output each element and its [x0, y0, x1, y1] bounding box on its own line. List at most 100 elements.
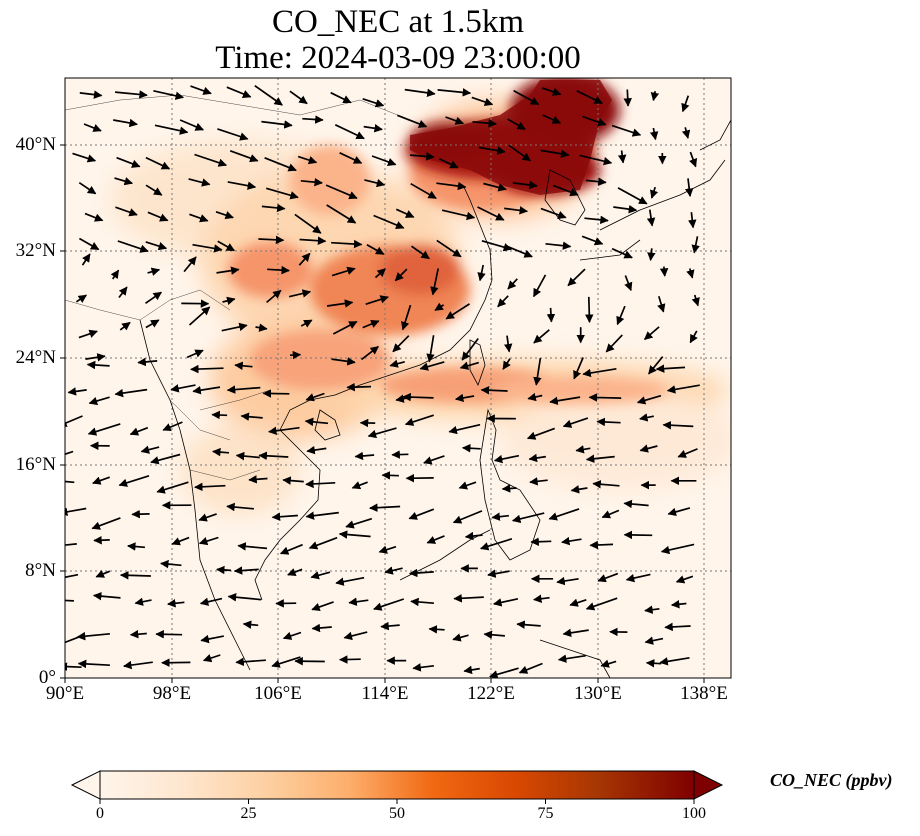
- wind-arrow: [511, 512, 545, 524]
- lon-tick-label: 130°E: [574, 683, 622, 704]
- wind-arrow: [65, 450, 74, 456]
- wind-arrow: [188, 178, 211, 187]
- wind-arrow: [242, 620, 259, 629]
- wind-arrow: [65, 480, 75, 484]
- wind-arrow: [261, 203, 286, 213]
- lon-tick-label: 98°E: [152, 683, 192, 704]
- wind-arrow: [155, 630, 183, 639]
- colorbar-label: CO_NEC (ppbv): [770, 770, 893, 790]
- wind-arrow: [119, 571, 151, 580]
- wind-arrow: [78, 237, 100, 251]
- wind-arrow: [339, 152, 363, 164]
- wind-arrow: [540, 207, 567, 219]
- wind-arrow: [483, 182, 507, 192]
- wind-arrow: [300, 177, 323, 187]
- wind-arrow: [394, 268, 408, 282]
- wind-arrow: [255, 323, 268, 332]
- wind-arrow: [601, 509, 620, 519]
- wind-arrow: [508, 144, 531, 162]
- lon-tick-label: 114°E: [361, 683, 409, 704]
- colorbar-tick-label: 100: [682, 805, 706, 822]
- wind-arrow: [401, 304, 412, 331]
- wind-arrow: [542, 114, 562, 124]
- wind-arrow: [437, 88, 472, 97]
- wind-arrow: [289, 350, 302, 360]
- wind-arrow: [472, 118, 497, 128]
- wind-arrow: [229, 150, 259, 163]
- wind-arrow: [364, 178, 386, 188]
- wind-arrow: [532, 274, 547, 298]
- wind-arrow: [261, 120, 293, 129]
- wind-arrow: [140, 445, 160, 454]
- wind-arrow: [570, 485, 588, 494]
- wind-arrow: [552, 184, 579, 197]
- wind-arrow: [147, 267, 161, 276]
- wind-arrow: [367, 427, 397, 439]
- wind-arrow: [188, 306, 211, 326]
- wind-arrow: [145, 319, 160, 329]
- wind-arrow: [533, 357, 542, 386]
- wind-arrow: [597, 572, 619, 583]
- colorbar-high-extension: [693, 770, 724, 800]
- wind-vectors: [65, 85, 700, 678]
- wind-arrow: [264, 157, 297, 172]
- wind-arrow: [686, 268, 695, 279]
- wind-arrow: [365, 295, 389, 306]
- wind-arrow: [655, 364, 686, 373]
- wind-arrow: [480, 385, 508, 395]
- wind-arrow: [657, 296, 666, 313]
- lat-tick-label: 32°N: [15, 240, 56, 261]
- lat-tick-label: 40°N: [15, 134, 56, 155]
- colorbar-gradient: [99, 770, 695, 800]
- wind-arrow: [471, 96, 494, 107]
- wind-arrow: [576, 90, 603, 105]
- wind-arrow: [529, 477, 548, 486]
- wind-arrow: [573, 357, 584, 380]
- wind-arrow: [78, 181, 97, 195]
- wind-arrow: [436, 181, 467, 191]
- wind-arrow: [194, 153, 228, 167]
- wind-arrow: [156, 481, 189, 494]
- wind-arrow: [137, 357, 158, 367]
- wind-arrow: [198, 536, 219, 546]
- wind-arrow: [540, 149, 570, 158]
- wind-arrow: [681, 95, 690, 113]
- wind-arrow: [689, 330, 698, 344]
- wind-arrow: [190, 85, 212, 95]
- wind-arrow: [235, 657, 266, 666]
- wind-arrow: [119, 321, 131, 331]
- wind-arrow: [279, 543, 303, 555]
- axis-ticks: [60, 144, 705, 683]
- wind-arrow: [611, 124, 642, 137]
- wind-arrow: [65, 662, 82, 671]
- wind-arrow: [691, 294, 700, 307]
- wind-arrow: [691, 236, 700, 254]
- wind-arrow: [334, 124, 365, 140]
- wind-arrow: [530, 537, 552, 546]
- wind-arrow: [528, 453, 547, 463]
- wind-arrow: [325, 184, 358, 200]
- wind-arrow: [639, 444, 658, 453]
- wind-arrow: [660, 543, 695, 555]
- wind-arrow: [83, 123, 102, 132]
- wind-arrow: [65, 415, 83, 427]
- wind-arrow: [605, 334, 623, 353]
- wind-arrow: [351, 481, 368, 490]
- wind-arrow: [445, 116, 464, 125]
- wind-arrow: [299, 236, 327, 245]
- wind-arrow: [448, 423, 481, 435]
- wind-arrow: [579, 154, 613, 166]
- wind-arrow: [507, 118, 526, 131]
- colorbar: [70, 770, 724, 804]
- wind-arrow: [170, 384, 196, 393]
- wind-arrow: [381, 471, 399, 480]
- wind-arrow: [373, 598, 405, 611]
- wind-arrow: [65, 573, 79, 582]
- wind-arrow: [304, 417, 329, 427]
- wind-arrow: [600, 659, 617, 668]
- wind-arrow: [369, 503, 401, 512]
- wind-arrow: [162, 421, 183, 432]
- wind-arrow: [650, 91, 660, 102]
- wind-arrow: [266, 289, 282, 304]
